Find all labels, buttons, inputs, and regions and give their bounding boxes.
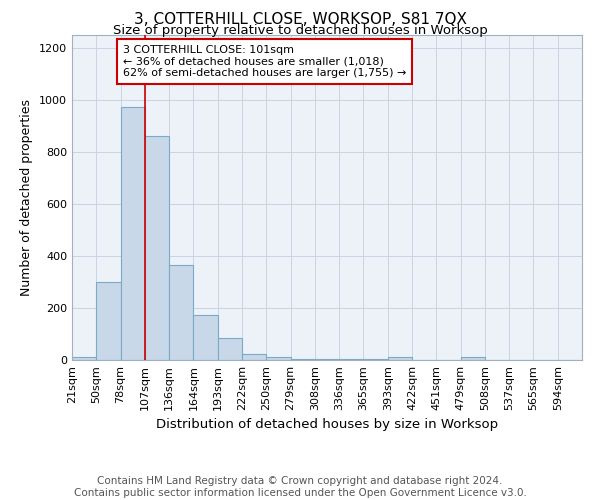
Bar	[218, 338, 242, 360]
Y-axis label: Number of detached properties: Number of detached properties	[20, 99, 34, 296]
Bar	[290, 358, 315, 360]
Text: Size of property relative to detached houses in Worksop: Size of property relative to detached ho…	[113, 24, 487, 37]
X-axis label: Distribution of detached houses by size in Worksop: Distribution of detached houses by size …	[156, 418, 498, 432]
Bar	[169, 265, 193, 360]
Bar	[388, 358, 412, 360]
Bar	[266, 358, 290, 360]
Text: 3 COTTERHILL CLOSE: 101sqm
← 36% of detached houses are smaller (1,018)
62% of s: 3 COTTERHILL CLOSE: 101sqm ← 36% of deta…	[123, 45, 406, 78]
Bar	[315, 358, 339, 360]
Text: Contains HM Land Registry data © Crown copyright and database right 2024.
Contai: Contains HM Land Registry data © Crown c…	[74, 476, 526, 498]
Text: 3, COTTERHILL CLOSE, WORKSOP, S81 7QX: 3, COTTERHILL CLOSE, WORKSOP, S81 7QX	[133, 12, 467, 28]
Bar	[461, 358, 485, 360]
Bar	[364, 358, 388, 360]
Bar	[121, 106, 145, 360]
Bar	[145, 136, 169, 360]
Bar	[242, 354, 266, 360]
Bar	[193, 314, 218, 360]
Bar	[96, 282, 121, 360]
Bar	[339, 358, 364, 360]
Bar	[72, 358, 96, 360]
